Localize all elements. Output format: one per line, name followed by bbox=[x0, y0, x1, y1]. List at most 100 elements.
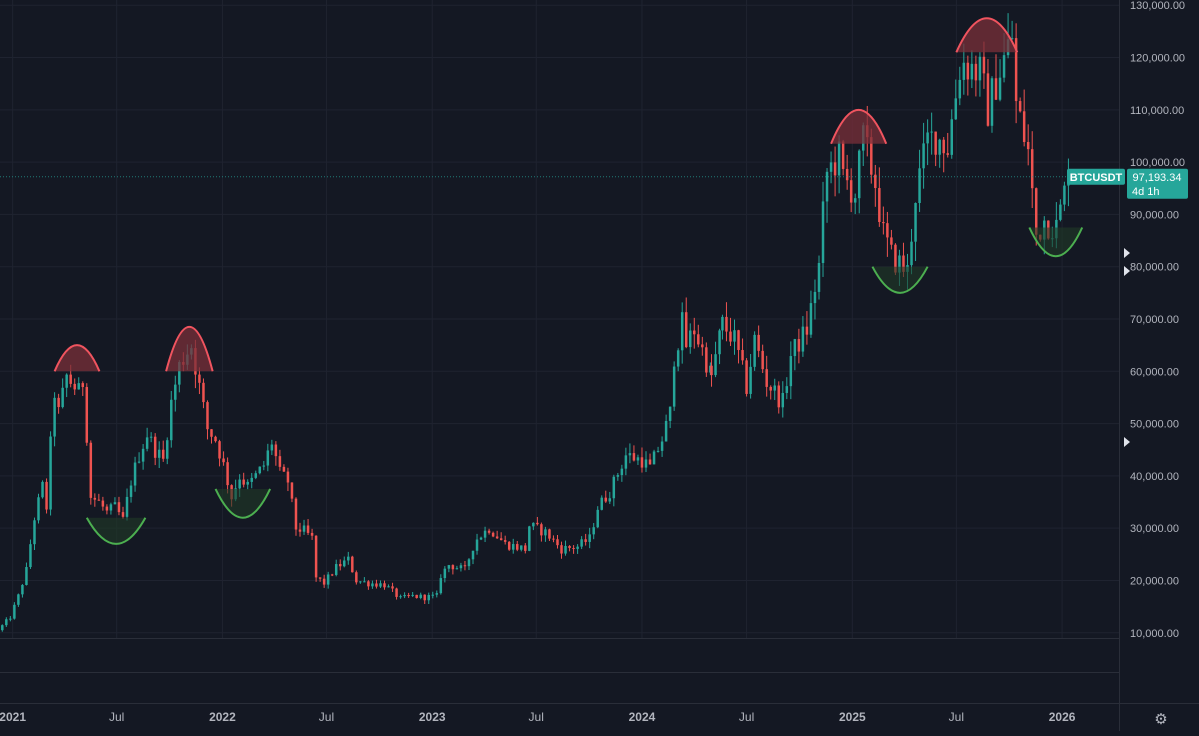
candle-body bbox=[1030, 149, 1034, 189]
candle-body bbox=[946, 153, 949, 155]
candle-body bbox=[1059, 204, 1062, 220]
candle-body bbox=[1026, 141, 1030, 150]
candle-body bbox=[258, 466, 262, 474]
candle-body bbox=[149, 436, 153, 438]
price-tick-label: 40,000.00 bbox=[1130, 471, 1179, 483]
time-axis[interactable]: 2021 Jul 2022 Jul 2023 Jul 2024 Jul 2025 Jul 2026 bbox=[0, 710, 1076, 724]
candle-body bbox=[318, 577, 322, 579]
candle-body bbox=[475, 539, 479, 551]
candle-body bbox=[950, 119, 954, 155]
candle-body bbox=[821, 201, 825, 264]
candle-body bbox=[749, 366, 752, 394]
bottom-arc[interactable] bbox=[214, 488, 272, 519]
candle-body bbox=[29, 544, 32, 568]
top-arc[interactable] bbox=[955, 17, 1019, 53]
candle-body bbox=[914, 202, 917, 242]
candle-body bbox=[218, 441, 221, 459]
candle-body bbox=[165, 440, 169, 459]
candles bbox=[1, 13, 1070, 632]
candle-body bbox=[427, 594, 430, 601]
candle-body bbox=[395, 588, 398, 597]
candle-body bbox=[367, 581, 370, 587]
candle-body bbox=[966, 62, 970, 80]
time-tick-label: 2021 bbox=[0, 710, 26, 724]
top-arc[interactable] bbox=[165, 325, 214, 372]
bottom-arc[interactable] bbox=[85, 517, 147, 545]
candle-body bbox=[117, 502, 121, 513]
candle-body bbox=[439, 578, 443, 594]
symbol-tag bbox=[1067, 168, 1125, 185]
candle-body bbox=[640, 457, 644, 468]
candle-body bbox=[399, 596, 402, 598]
symbol-tag-label: BTCUSDT bbox=[1070, 172, 1123, 184]
bottom-arc[interactable] bbox=[871, 266, 929, 294]
candle-body bbox=[121, 512, 125, 517]
candle-body bbox=[21, 584, 24, 595]
candle-body bbox=[544, 529, 547, 536]
candle-body bbox=[153, 436, 157, 458]
candle-body bbox=[1014, 38, 1018, 102]
candle-body bbox=[817, 263, 821, 292]
price-tick-label: 110,000.00 bbox=[1130, 105, 1184, 117]
candle-body bbox=[326, 574, 330, 585]
candle-body bbox=[938, 139, 941, 155]
candle-body bbox=[725, 316, 728, 332]
candle-body bbox=[958, 79, 962, 99]
candle-body bbox=[970, 63, 974, 80]
candle-body bbox=[178, 361, 181, 385]
candle-body bbox=[93, 497, 97, 500]
time-tick-label: 2022 bbox=[209, 710, 236, 724]
candle-body bbox=[660, 441, 664, 451]
candle-body bbox=[576, 546, 579, 549]
candle-body bbox=[608, 498, 612, 502]
candle-body bbox=[942, 139, 945, 154]
price-tick-label: 10,000.00 bbox=[1130, 628, 1179, 640]
candle-body bbox=[17, 594, 20, 605]
candle-body bbox=[467, 559, 471, 567]
candle-body bbox=[809, 303, 813, 335]
candle-body bbox=[125, 496, 129, 517]
candle-body bbox=[532, 522, 535, 527]
candle-body bbox=[137, 461, 141, 463]
gear-icon[interactable]: ⚙ bbox=[1154, 710, 1168, 728]
time-tick-label: Jul bbox=[529, 710, 544, 724]
candle-body bbox=[878, 188, 881, 223]
bottom-arc[interactable] bbox=[1028, 227, 1084, 258]
alert-marker-icon[interactable] bbox=[1124, 266, 1130, 276]
time-tick-label: Jul bbox=[319, 710, 334, 724]
candle-body bbox=[930, 131, 933, 133]
candle-body bbox=[536, 522, 539, 525]
candle-body bbox=[33, 520, 36, 545]
candle-body bbox=[145, 437, 149, 449]
candle-body bbox=[841, 141, 845, 169]
candle-body bbox=[733, 330, 736, 342]
candle-body bbox=[990, 78, 994, 126]
candle-body bbox=[986, 73, 990, 126]
alert-marker-icon[interactable] bbox=[1124, 437, 1130, 447]
candle-body bbox=[479, 537, 483, 540]
candle-body bbox=[61, 387, 64, 408]
alert-marker-icon[interactable] bbox=[1124, 248, 1130, 258]
candle-body bbox=[805, 326, 809, 335]
candle-body bbox=[845, 168, 849, 181]
candle-body bbox=[53, 397, 56, 437]
candle-body bbox=[737, 330, 740, 351]
top-arc[interactable] bbox=[830, 109, 888, 145]
candle-body bbox=[161, 449, 165, 459]
candle-body bbox=[761, 350, 764, 370]
candle-body bbox=[781, 392, 785, 408]
candle-body bbox=[813, 291, 817, 304]
candle-body bbox=[1063, 185, 1066, 205]
candle-body bbox=[825, 171, 829, 202]
candle-body bbox=[97, 499, 101, 501]
candle-body bbox=[596, 509, 599, 528]
candle-body bbox=[676, 350, 680, 367]
candle-body bbox=[797, 339, 801, 352]
top-arc[interactable] bbox=[53, 344, 101, 372]
candle-body bbox=[471, 550, 475, 560]
candle-body bbox=[69, 374, 72, 384]
candle-body bbox=[298, 529, 302, 532]
price-axis[interactable]: 10,000.00 20,000.00 30,000.00 40,000.00 50,0… bbox=[1124, 0, 1185, 640]
candle-body bbox=[174, 384, 177, 400]
